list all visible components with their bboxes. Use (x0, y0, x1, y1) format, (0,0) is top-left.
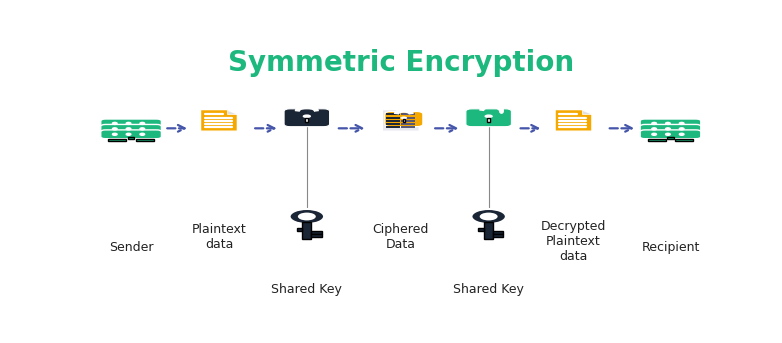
Circle shape (472, 209, 506, 224)
Circle shape (652, 122, 656, 125)
FancyBboxPatch shape (640, 125, 701, 133)
FancyBboxPatch shape (101, 119, 161, 128)
Text: Symmetric Encryption: Symmetric Encryption (228, 49, 574, 77)
FancyBboxPatch shape (493, 231, 504, 234)
Circle shape (680, 133, 684, 135)
Circle shape (113, 133, 117, 135)
FancyBboxPatch shape (667, 137, 673, 139)
Circle shape (298, 213, 316, 221)
FancyBboxPatch shape (466, 109, 511, 127)
FancyBboxPatch shape (108, 139, 126, 141)
Text: Recipient: Recipient (641, 241, 700, 254)
Polygon shape (555, 109, 592, 131)
FancyBboxPatch shape (487, 118, 490, 121)
Text: Ciphered
Data: Ciphered Data (372, 223, 429, 251)
FancyBboxPatch shape (303, 222, 311, 239)
Circle shape (665, 133, 670, 135)
FancyBboxPatch shape (640, 119, 701, 128)
Circle shape (652, 128, 656, 130)
Circle shape (140, 133, 145, 135)
Circle shape (680, 128, 684, 130)
Text: Shared Key: Shared Key (271, 283, 343, 296)
Polygon shape (227, 109, 238, 114)
Circle shape (126, 128, 131, 130)
FancyBboxPatch shape (136, 139, 154, 141)
Circle shape (140, 128, 145, 130)
Polygon shape (200, 109, 238, 131)
Circle shape (113, 122, 117, 125)
FancyBboxPatch shape (101, 125, 161, 133)
FancyBboxPatch shape (647, 139, 665, 141)
Circle shape (126, 133, 131, 135)
FancyBboxPatch shape (640, 130, 701, 139)
FancyBboxPatch shape (385, 111, 423, 127)
FancyBboxPatch shape (128, 137, 135, 139)
FancyBboxPatch shape (484, 222, 493, 239)
Circle shape (400, 117, 407, 119)
Circle shape (680, 122, 684, 125)
FancyBboxPatch shape (479, 228, 484, 231)
FancyBboxPatch shape (284, 109, 329, 127)
Circle shape (289, 209, 324, 224)
Polygon shape (582, 109, 592, 114)
FancyBboxPatch shape (306, 118, 308, 121)
FancyBboxPatch shape (676, 139, 694, 141)
FancyBboxPatch shape (101, 130, 161, 139)
Circle shape (140, 122, 145, 125)
FancyBboxPatch shape (296, 228, 303, 231)
FancyBboxPatch shape (493, 235, 504, 237)
Circle shape (484, 115, 493, 118)
Text: Decrypted
Plaintext
data: Decrypted Plaintext data (541, 221, 606, 263)
Circle shape (665, 128, 670, 130)
Circle shape (303, 115, 311, 118)
Circle shape (665, 122, 670, 125)
Text: Sender: Sender (109, 241, 153, 254)
FancyBboxPatch shape (403, 119, 405, 122)
Circle shape (126, 122, 131, 125)
FancyBboxPatch shape (311, 235, 321, 237)
Circle shape (113, 128, 117, 130)
Polygon shape (382, 109, 419, 131)
Polygon shape (409, 109, 419, 114)
Circle shape (652, 133, 656, 135)
FancyBboxPatch shape (311, 231, 321, 234)
Text: Plaintext
data: Plaintext data (192, 223, 246, 251)
Circle shape (479, 213, 497, 221)
Text: Shared Key: Shared Key (454, 283, 524, 296)
